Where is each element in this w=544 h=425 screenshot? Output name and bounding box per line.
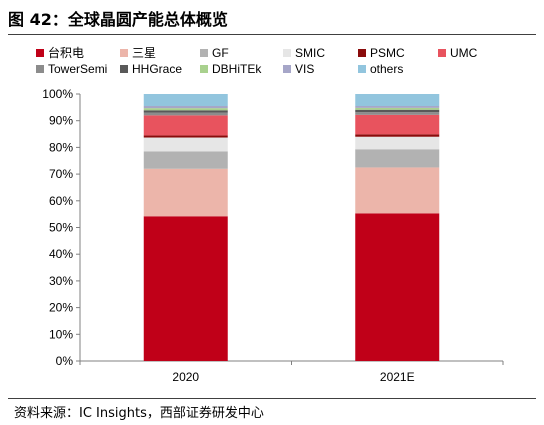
legend-swatch	[120, 65, 128, 73]
bar-segment-gf	[143, 151, 228, 169]
x-axis: 2020 2021E	[79, 360, 504, 384]
bar-segment-umc	[143, 115, 228, 136]
bar-segment-umc	[355, 114, 440, 135]
y-tick-label: 70%	[49, 167, 73, 181]
legend-swatch	[36, 49, 44, 57]
legend-label: UMC	[450, 46, 478, 60]
x-tick-label: 2021E	[380, 370, 415, 384]
legend-label: 台积电	[48, 45, 84, 60]
legend-swatch	[358, 49, 366, 57]
bar-segment-psmc	[143, 135, 228, 138]
legend-swatch	[200, 65, 208, 73]
legend-item-gf: GF	[200, 46, 229, 60]
legend-swatch	[200, 49, 208, 57]
bar-segment-towersemi	[143, 112, 228, 116]
legend-item-vis: VIS	[283, 62, 314, 76]
legend-swatch	[438, 49, 446, 57]
legend-label: GF	[212, 46, 229, 60]
bar-segment-vis	[143, 106, 228, 109]
bar-stack-2020	[143, 94, 228, 361]
legend-label: others	[370, 62, 403, 76]
x-tick-label: 2020	[172, 370, 199, 384]
y-tick-label: 40%	[49, 247, 73, 261]
bar-stacks	[143, 94, 440, 361]
legend-item-series-0: 台积电	[36, 45, 84, 60]
y-axis: 0% 10% 20% 30% 40% 50% 60% 70% 80% 90% 100%	[42, 87, 81, 368]
legend-item-others: others	[358, 62, 403, 76]
legend-label: DBHiTEk	[212, 62, 262, 76]
legend-item-umc: UMC	[438, 46, 478, 60]
bar-segment-series-0	[143, 216, 228, 361]
legend-swatch	[283, 49, 291, 57]
legend-swatch	[36, 65, 44, 73]
bar-segment-smic	[143, 137, 228, 152]
legend-label: SMIC	[295, 46, 325, 60]
source-note: 资料来源：IC Insights，西部证券研发中心	[14, 406, 264, 421]
figure-title: 图 42：全球晶圆产能总体概览	[8, 10, 228, 29]
legend-swatch	[358, 65, 366, 73]
source-divider	[8, 398, 536, 399]
legend-label: PSMC	[370, 46, 405, 60]
y-tick-label: 0%	[56, 354, 74, 368]
bar-segment-series-0	[355, 213, 440, 361]
bar-segment-others	[143, 94, 228, 107]
bar-stack-2021e	[355, 94, 440, 361]
y-tick-label: 10%	[49, 327, 73, 341]
legend-label: 三星	[132, 46, 156, 60]
bar-segment-dbhitek	[355, 107, 440, 110]
y-tick-label: 20%	[49, 301, 73, 315]
legend-item-dbhitek: DBHiTEk	[200, 62, 262, 76]
legend-swatch	[120, 49, 128, 57]
y-tick-label: 50%	[49, 221, 73, 235]
legend-item-smic: SMIC	[283, 46, 325, 60]
bar-segment-towersemi	[355, 112, 440, 115]
legend-item-psmc: PSMC	[358, 46, 405, 60]
y-tick-label: 30%	[49, 274, 73, 288]
bar-segment-dbhitek	[143, 108, 228, 111]
bar-segment-vis	[355, 106, 440, 108]
legend-item-hhgrace: HHGrace	[120, 62, 182, 76]
y-tick-label: 100%	[42, 87, 73, 101]
y-tick-label: 60%	[49, 194, 73, 208]
legend-item-towersemi: TowerSemi	[36, 62, 107, 76]
bar-segment-hhgrace	[355, 109, 440, 113]
legend-label: VIS	[295, 62, 314, 76]
y-tick-label: 90%	[49, 114, 73, 128]
bar-segment-hhgrace	[143, 110, 228, 113]
bar-segment-gf	[355, 149, 440, 168]
legend-swatch	[283, 65, 291, 73]
bar-segment-others	[355, 94, 440, 107]
legend-label: HHGrace	[132, 62, 182, 76]
chart-legend: 台积电 三星 GF SMIC PSMC UMC TowerSemi HHGrace DBHiTE…	[36, 45, 478, 76]
bar-segment-series-1	[355, 167, 440, 214]
y-tick-label: 80%	[49, 140, 73, 154]
legend-item-series-1: 三星	[120, 46, 156, 60]
bar-segment-psmc	[355, 134, 440, 137]
bar-segment-smic	[355, 136, 440, 150]
bar-segment-series-1	[143, 168, 228, 217]
legend-label: TowerSemi	[48, 62, 107, 76]
stacked-bar-chart: 台积电 三星 GF SMIC PSMC UMC TowerSemi HHGrace DBHiTE…	[36, 45, 504, 384]
title-divider	[8, 34, 536, 35]
